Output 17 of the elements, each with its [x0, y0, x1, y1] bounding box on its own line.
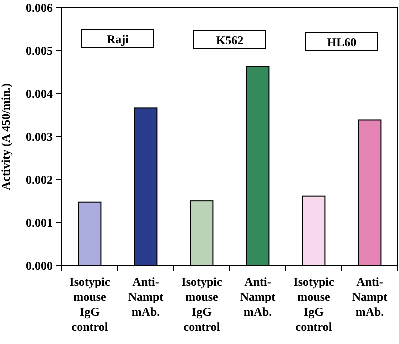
- x-tick-label: Isotypic mouse IgG control: [294, 275, 336, 334]
- x-tick-label: Anti-Nampt mAb.: [128, 275, 164, 319]
- y-tick-label: 0.000: [26, 258, 53, 273]
- y-tick-label: 0.002: [26, 172, 53, 187]
- y-axis-title: Activity (A 450/min.): [0, 84, 13, 190]
- annotation: HL60: [327, 36, 357, 50]
- x-tick-label: Isotypic mouse IgG control: [182, 275, 224, 334]
- y-tick-label: 0.003: [26, 130, 53, 144]
- x-tick-label: Anti-Nampt mAb.: [240, 275, 276, 319]
- y-tick-label: 0.004: [26, 86, 53, 101]
- x-tick-label: Isotypic mouse IgG control: [70, 275, 112, 334]
- y-tick-label: 0.001: [26, 216, 53, 230]
- y-tick-label: 0.005: [26, 44, 53, 58]
- y-tick-label: 0.006: [26, 0, 53, 15]
- annotation: K562: [216, 34, 244, 48]
- x-tick-label: Anti-Nampt mAb.: [352, 275, 388, 319]
- annotation: Raji: [107, 32, 130, 46]
